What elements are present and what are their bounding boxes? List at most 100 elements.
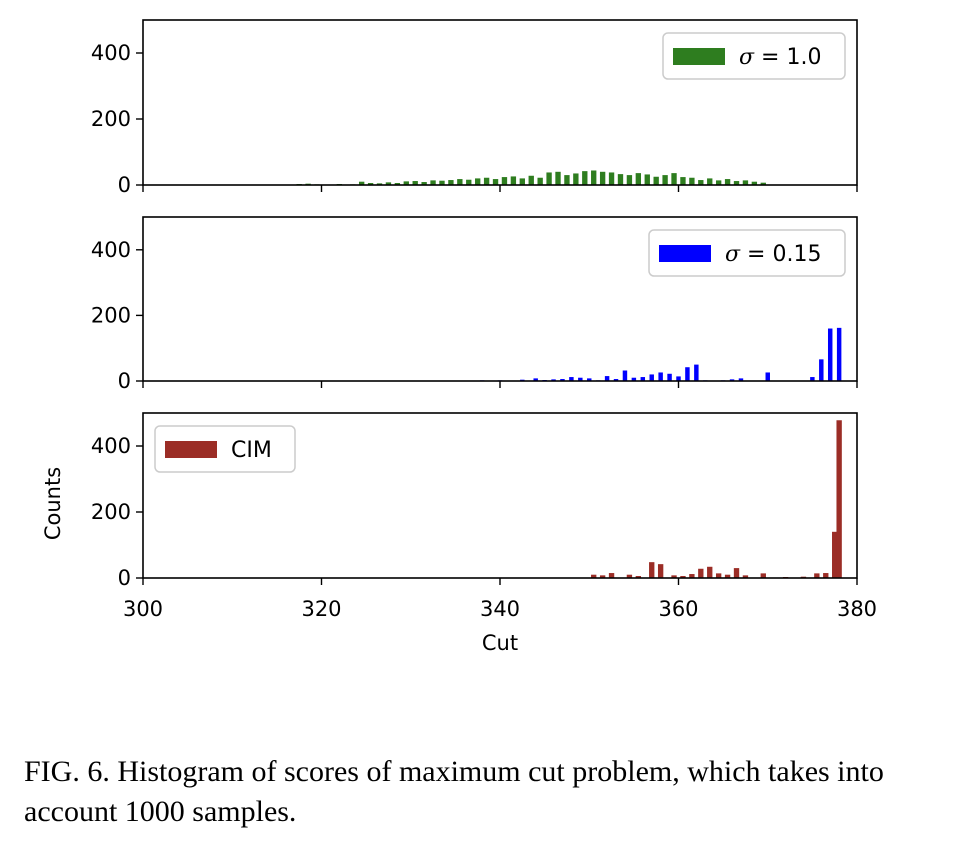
x-tick-label: 320: [301, 597, 341, 621]
y-tick-label: 200: [91, 107, 131, 131]
histogram-bar: [528, 175, 534, 185]
histogram-bar: [546, 172, 552, 185]
histogram-bar: [608, 172, 615, 185]
legend: σ = 1.0: [662, 32, 846, 80]
x-tick-label: 300: [123, 597, 163, 621]
histogram-bar: [466, 179, 472, 185]
y-axis-label: Counts: [41, 467, 65, 540]
histogram-bar: [483, 177, 490, 185]
histogram-bar: [599, 575, 606, 578]
histogram-bar: [715, 180, 722, 185]
histogram-bar: [751, 181, 758, 185]
legend-label: σ = 0.15: [725, 242, 821, 267]
histogram-bar: [742, 180, 749, 185]
histogram-bar: [707, 178, 713, 185]
histogram-bar: [760, 182, 766, 185]
histogram-bar: [671, 575, 677, 578]
histogram-bar: [685, 367, 690, 381]
histogram-bar: [836, 327, 842, 381]
y-tick-label: 200: [91, 303, 131, 327]
histogram-bar: [587, 378, 592, 381]
histogram-bar: [733, 181, 740, 185]
histogram-bar: [760, 573, 766, 578]
histogram-bar: [403, 181, 409, 185]
histogram-bar: [564, 175, 570, 185]
histogram-bar: [640, 377, 646, 381]
histogram-bar: [501, 177, 508, 185]
histogram-bar: [599, 171, 606, 185]
legend-swatch: [165, 441, 217, 458]
histogram-bar: [457, 179, 463, 185]
histogram-bar: [729, 379, 735, 381]
histogram-bar: [827, 328, 833, 381]
histogram-bar: [617, 174, 624, 185]
histogram-bar: [448, 180, 454, 185]
histogram-bar: [649, 562, 655, 578]
histogram-bar: [626, 175, 633, 185]
histogram-bar: [578, 377, 583, 381]
y-tick-label: 400: [91, 41, 131, 65]
histogram-bar: [385, 182, 392, 185]
y-tick-label: 0: [118, 173, 131, 197]
histogram-bar: [591, 574, 597, 578]
y-tick-label: 0: [118, 369, 131, 393]
histogram-bar: [724, 179, 731, 185]
histogram-bar: [608, 573, 615, 578]
histogram-bar: [439, 180, 445, 185]
histogram-bar: [421, 182, 427, 185]
legend-box: [154, 425, 296, 473]
histogram-bar: [649, 374, 654, 381]
legend-box: [662, 32, 846, 80]
y-tick-label: 400: [91, 238, 131, 262]
histogram-bar: [657, 564, 664, 578]
histogram-figure: 0 200 400 σ = 1.0 0 200 400 σ = 0.15 0 200 400 300 3…: [41, 19, 877, 655]
histogram-bar: [724, 574, 731, 578]
histogram-bar: [412, 181, 418, 185]
histogram-bar: [698, 180, 704, 185]
histogram-bar: [738, 378, 744, 381]
histogram-bar: [573, 173, 579, 185]
legend-box: [648, 229, 846, 277]
histogram-bar: [635, 173, 642, 185]
legend-label: σ = 1.0: [739, 45, 821, 70]
histogram-bar: [622, 370, 628, 381]
histogram-bar: [394, 183, 401, 185]
histogram-bar: [519, 178, 525, 185]
histogram-bar: [492, 179, 499, 185]
histogram-bar: [626, 574, 633, 578]
histogram-bar: [653, 176, 659, 185]
histogram-bar: [689, 574, 695, 578]
panel-1: 0 200 400 σ = 1.0: [91, 19, 858, 197]
histogram-bar: [742, 575, 749, 578]
histogram-bar: [613, 379, 619, 381]
legend-label: CIM: [231, 438, 272, 463]
x-tick-label: 340: [480, 597, 520, 621]
histogram-bar: [715, 573, 722, 578]
histogram-bar: [658, 372, 663, 381]
histogram-bar: [689, 177, 695, 185]
figure-caption: FIG. 6. Histogram of scores of maximum c…: [24, 755, 884, 828]
histogram-bar: [555, 171, 561, 185]
histogram-bar: [635, 576, 642, 578]
histogram-bar: [430, 180, 436, 185]
legend: σ = 0.15: [648, 229, 846, 277]
x-axis-label: Cut: [482, 631, 518, 655]
histogram-bar: [475, 178, 481, 185]
histogram-bar: [510, 176, 517, 185]
panel-3: 0 200 400 300 320 340 360 380 Cut Counts CIM: [41, 412, 877, 655]
x-tick-label: 380: [837, 597, 877, 621]
panel-2: 0 200 400 σ = 0.15: [91, 216, 858, 393]
histogram-bar: [644, 174, 650, 185]
histogram-bar: [376, 183, 383, 185]
histogram-bar: [631, 377, 637, 381]
y-tick-label: 0: [118, 566, 131, 590]
histogram-bar: [662, 175, 668, 185]
legend-swatch: [659, 245, 711, 262]
histogram-bar: [733, 568, 740, 578]
y-tick-label: 400: [91, 434, 131, 458]
histogram-bar: [823, 573, 829, 578]
histogram-bar: [707, 566, 713, 578]
histogram-bar: [836, 420, 842, 578]
histogram-bar: [832, 531, 838, 578]
histogram-bar: [537, 177, 543, 185]
